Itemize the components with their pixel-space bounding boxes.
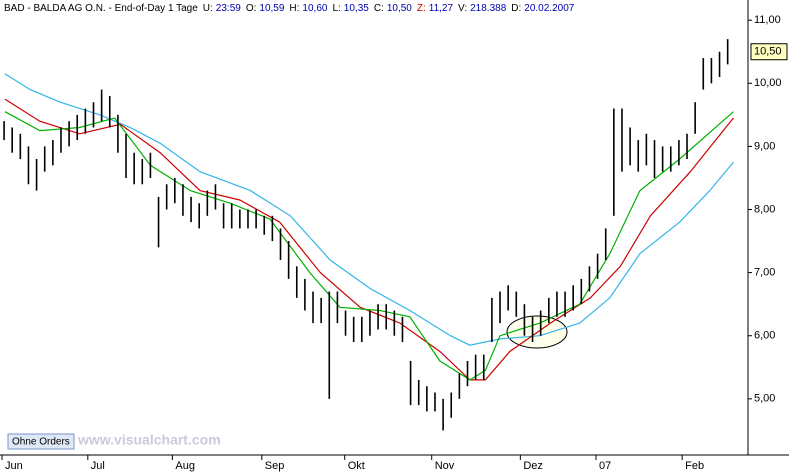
- field-label: D:: [511, 3, 521, 14]
- symbol: BAD - BALDA AG O.N. - End-of-Day 1 Tage: [4, 3, 198, 14]
- button-label[interactable]: Ohne Orders: [12, 437, 70, 448]
- order-button[interactable]: Ohne Orders: [7, 433, 75, 450]
- moving-average: [4, 73, 734, 346]
- field-label: Z:: [417, 3, 426, 14]
- field-value: 10,50: [387, 3, 412, 14]
- last-price-label: 10,50: [754, 46, 782, 58]
- x-tick-label: Okt: [348, 460, 365, 472]
- x-tick-label: Dez: [523, 460, 543, 472]
- x-tick-label: Nov: [435, 460, 455, 472]
- field-value: 10,60: [302, 3, 327, 14]
- x-tick-label: Feb: [685, 460, 704, 472]
- field-value: 20.02.2007: [524, 3, 574, 14]
- x-tick-label: 07: [599, 460, 611, 472]
- y-tick-label: 10,00: [754, 77, 782, 89]
- field-value: 218.388: [470, 3, 507, 14]
- moving-average: [4, 98, 734, 381]
- field-value: 11,27: [429, 3, 454, 14]
- button-box[interactable]: [7, 433, 75, 450]
- field-label: U:: [203, 3, 213, 14]
- y-tick-label: 5,00: [754, 393, 775, 405]
- field-value: 10,59: [259, 3, 284, 14]
- field-value: 23:59: [216, 3, 241, 14]
- y-tick-label: 11,00: [754, 14, 781, 26]
- x-tick-label: Jun: [5, 460, 23, 472]
- header: BAD - BALDA AG O.N. - End-of-Day 1 Tage U…: [4, 3, 575, 14]
- field-label: C:: [374, 3, 384, 14]
- x-tick-label: Aug: [175, 460, 195, 472]
- y-tick-label: 9,00: [754, 140, 775, 152]
- field-label: H:: [289, 3, 299, 14]
- field-label: L:: [332, 3, 340, 14]
- watermark: www.visualchart.com: [77, 432, 221, 448]
- last-price-box: [750, 43, 788, 61]
- y-tick-label: 6,00: [754, 330, 775, 342]
- x-tick-label: Jul: [91, 460, 105, 472]
- field-label: O:: [246, 3, 257, 14]
- x-tick-label: Sep: [265, 460, 285, 472]
- y-tick-label: 8,00: [754, 203, 775, 215]
- y-tick-label: 7,00: [754, 267, 775, 279]
- field-label: V:: [458, 3, 467, 14]
- field-value: 10,35: [344, 3, 369, 14]
